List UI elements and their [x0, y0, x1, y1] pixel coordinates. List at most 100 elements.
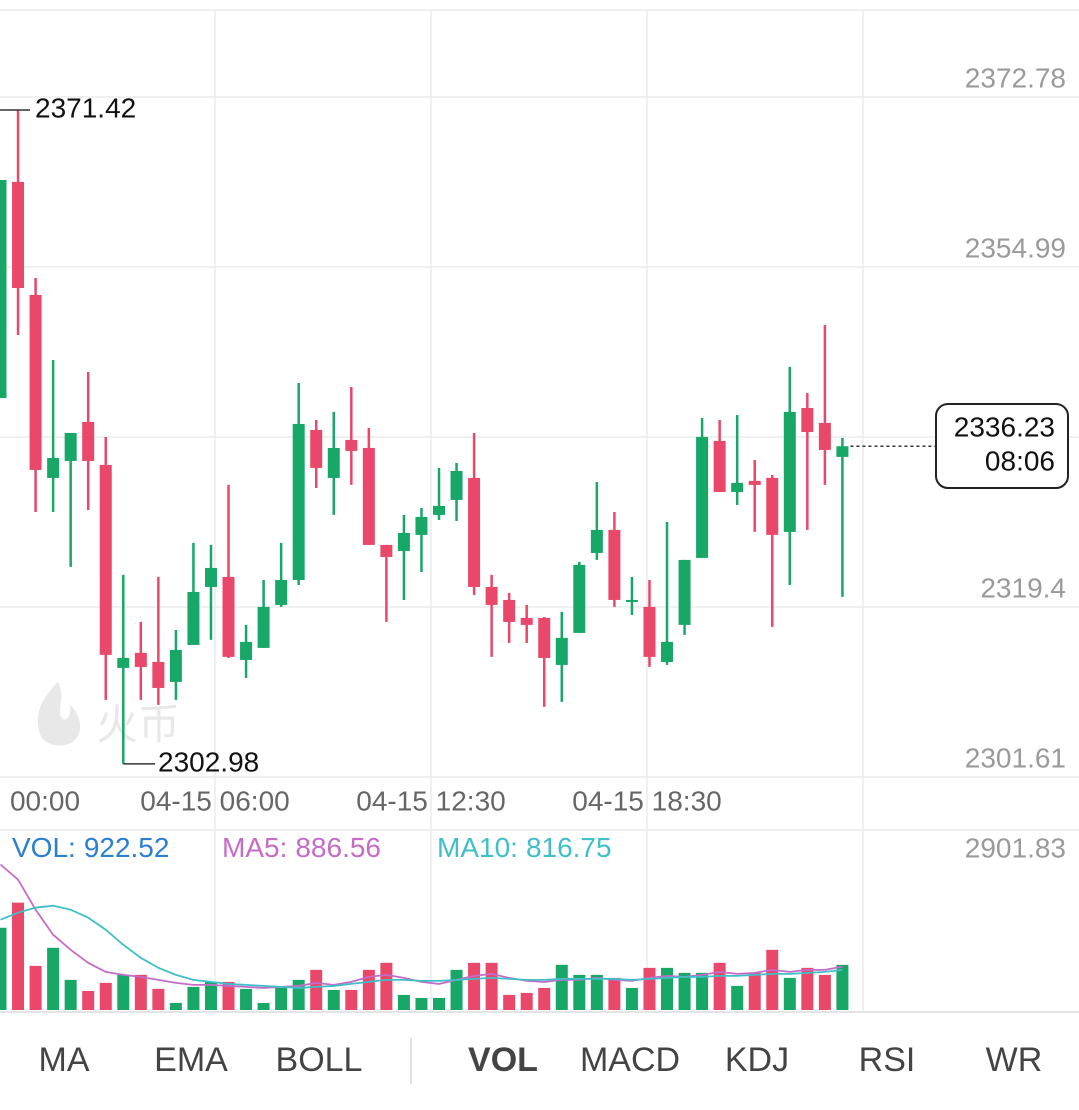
volume-bar [169, 1002, 182, 1010]
y-tick-label: 2901.83 [965, 832, 1066, 863]
volume-bar [625, 987, 638, 1010]
volume-bar [362, 969, 375, 1010]
watermark-icon [37, 682, 81, 746]
volume-bar [643, 967, 656, 1010]
volume-bar [380, 962, 393, 1010]
volume-bar [433, 997, 445, 1010]
legend-value: 922.52 [84, 832, 170, 863]
volume-bar [661, 967, 674, 1010]
candle-body [240, 641, 253, 660]
volume-bar [240, 988, 253, 1010]
legend-name: VOL: [12, 832, 76, 863]
volume-bar [538, 987, 551, 1010]
indicator-tab[interactable]: KDJ [725, 1041, 789, 1079]
candle-body [625, 599, 638, 602]
candle-body [169, 649, 182, 682]
candle-body [520, 617, 533, 625]
candle-body [204, 567, 217, 587]
legend-entry: MA5: 886.56 [222, 832, 381, 863]
candle-body [29, 294, 42, 470]
x-tick-label: 00:00 [10, 785, 80, 816]
volume-bar [713, 962, 726, 1010]
candle-body [397, 532, 410, 551]
legend-name: MA10: [437, 832, 518, 863]
candle-body [47, 457, 60, 478]
indicator-tab[interactable]: MA [39, 1041, 90, 1079]
volume-bar [47, 947, 60, 1010]
volume-bar [397, 994, 410, 1010]
candle-body [415, 516, 428, 535]
indicator-tab[interactable]: RSI [859, 1041, 916, 1079]
legend-entry: MA10: 816.75 [437, 832, 612, 863]
legend-value: 816.75 [526, 832, 612, 863]
candle-body [538, 617, 551, 658]
volume-bar [187, 986, 200, 1010]
volume-bar [29, 965, 42, 1010]
indicator-tab[interactable]: EMA [154, 1041, 228, 1079]
volume-bar [345, 989, 358, 1010]
candle-body [731, 482, 744, 492]
volume-bar [678, 972, 691, 1010]
min-marker-label: 2302.98 [158, 746, 259, 777]
candle-body [748, 480, 761, 485]
countdown: 08:06 [985, 445, 1055, 476]
volume-bar [573, 974, 586, 1010]
legend-value: 886.56 [295, 832, 381, 863]
volume-bar [152, 988, 165, 1010]
candle-body [275, 579, 288, 605]
candle-body [590, 529, 603, 553]
volume-bar [134, 974, 147, 1010]
volume-bar [0, 927, 7, 1010]
watermark: 火币 [37, 682, 180, 748]
volume-bar [520, 992, 533, 1010]
volume-bar [310, 969, 323, 1010]
candle-body [99, 464, 112, 655]
volume-bar [590, 974, 603, 1010]
volume-bar [485, 962, 498, 1010]
y-tick-label: 2301.61 [965, 742, 1066, 773]
candle-body [643, 606, 656, 657]
indicator-tab[interactable]: MACD [580, 1041, 680, 1079]
candle-body [836, 446, 849, 457]
candle-body [327, 447, 340, 478]
volume-bar [12, 902, 25, 1010]
candle-body [468, 477, 481, 587]
volume-bar [555, 964, 568, 1010]
candle-body [783, 411, 796, 532]
ma-line [0, 904, 843, 989]
y-tick-label: 2372.78 [965, 62, 1066, 93]
candle-body [678, 559, 691, 625]
volume-bar [450, 969, 463, 1010]
candle-body [310, 429, 323, 468]
candle-body [345, 439, 358, 451]
indicator-tab[interactable]: WR [986, 1041, 1043, 1079]
candle-body [608, 529, 621, 600]
volume-bar [468, 962, 481, 1010]
indicator-tab[interactable]: BOLL [276, 1041, 363, 1079]
candle-body [362, 447, 375, 545]
candle-body [187, 591, 200, 645]
y-tick-label: 2319.4 [980, 572, 1066, 603]
candle-body [450, 470, 463, 500]
volume-bar [608, 977, 621, 1010]
candle-body [380, 544, 393, 557]
watermark-text: 火币 [96, 701, 180, 748]
x-tick-label: 04-15 06:00 [140, 785, 289, 816]
volume-bar [117, 974, 130, 1010]
x-tick-label: 04-15 18:30 [572, 785, 721, 816]
indicator-tab[interactable]: VOL [468, 1041, 538, 1079]
candle-body [292, 423, 305, 580]
candle-body [152, 661, 165, 688]
volume-bar [783, 977, 796, 1010]
ma-line [0, 863, 843, 989]
candle-body [222, 576, 235, 657]
candle-body [696, 436, 709, 558]
volume-bar [99, 982, 112, 1010]
current-price: 2336.23 [954, 411, 1055, 442]
candle-body [713, 440, 726, 492]
volume-bar [327, 989, 340, 1010]
candle-body [801, 408, 814, 432]
candle-body [433, 505, 445, 515]
candle-body [573, 564, 586, 633]
